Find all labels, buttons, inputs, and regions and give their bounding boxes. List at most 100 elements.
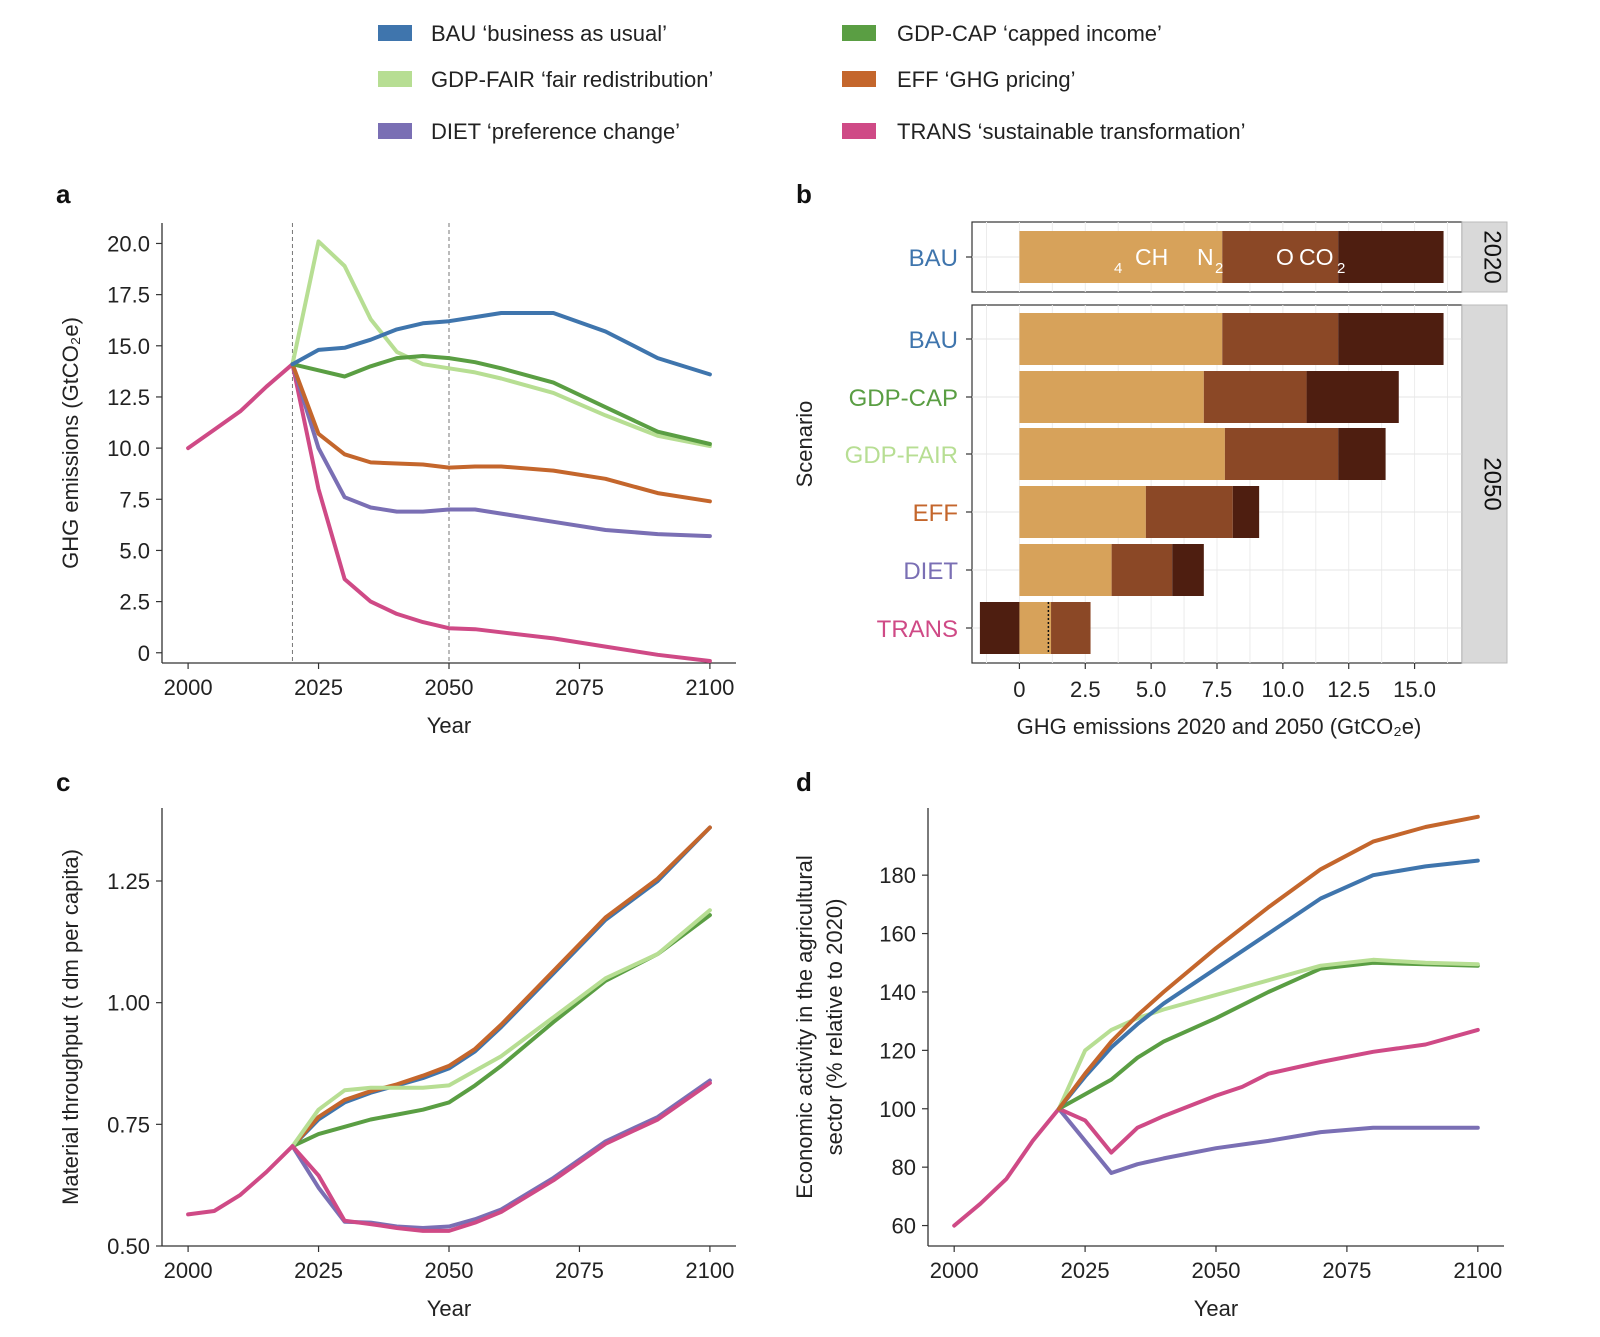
x-tick-label: 2075 (1322, 1258, 1371, 1283)
x-axis-title: Year (1194, 1296, 1238, 1321)
series-line-eff (1056, 814, 1480, 1111)
series-line-diet (290, 1078, 712, 1230)
y-tick-label: 10.0 (107, 436, 150, 461)
x-tick-label: 0 (1013, 677, 1025, 702)
bar-segment-n2o-bau (1222, 313, 1339, 365)
y-tick-label: 0.50 (107, 1234, 150, 1259)
series-line-gdp-fair (290, 908, 712, 1149)
bar-segment-co2-eff (1232, 486, 1260, 538)
x-tick-label: 2000 (164, 675, 213, 700)
panel-letter-c: c (56, 767, 70, 797)
bar-segment-n2o-eff (1145, 486, 1233, 538)
y-tick-label: 7.5 (119, 487, 150, 512)
series-line-bau (1056, 858, 1480, 1111)
series-line-trans (186, 1081, 712, 1233)
y-tick-label: 160 (879, 922, 916, 947)
y-tick-label: 80 (892, 1155, 916, 1180)
series-line-eff (290, 825, 712, 1149)
panel-b-emissions-bar-chart: 2020 BAU 2050 BAU GDP-CAP GDP-FAIR EFF DIET TRAN… (792, 221, 1508, 739)
legend-label-eff: EFF ‘GHG pricing’ (897, 67, 1075, 92)
panel-c-material-throughput-line-chart: 2000 2025 2050 2075 2100 0.50 0.75 1.00 1.25 Year… (58, 808, 736, 1321)
legend-label-gdp-fair: GDP-FAIR ‘fair redistribution’ (431, 67, 713, 92)
x-tick-label: 2025 (294, 675, 343, 700)
bar-segment-co2-gdp-cap (1306, 371, 1399, 423)
bar-segment-ch4-trans (1019, 602, 1052, 654)
x-tick-label: 5.0 (1136, 677, 1167, 702)
y-tick-label: 12.5 (107, 385, 150, 410)
bar-inline-label: N (1197, 244, 1214, 270)
scenario-label-trans: TRANS (877, 616, 958, 643)
bar-segment-n2o-bau (1222, 231, 1339, 283)
bar-segment-n2o-gdp-fair (1224, 428, 1339, 480)
scenario-label-gdp-cap: GDP-CAP (849, 385, 958, 412)
bar-segment-co2-bau (1338, 231, 1444, 283)
bar-segment-n2o-diet (1111, 544, 1173, 596)
y-tick-label: 60 (892, 1214, 916, 1239)
y-tick-label: 180 (879, 863, 916, 888)
x-tick-label: 2050 (425, 1258, 474, 1283)
panel-letter-a: a (56, 179, 71, 209)
scenario-label-gdp-fair: GDP-FAIR (845, 442, 958, 469)
x-tick-label: 10.0 (1261, 677, 1304, 702)
scenario-label-eff: EFF (913, 500, 958, 527)
legend-swatch-bau (378, 25, 412, 41)
legend-swatch-trans (842, 123, 876, 139)
bar-segment-co2-trans (979, 602, 1020, 654)
legend-label-trans: TRANS ‘sustainable transformation’ (897, 119, 1245, 144)
x-tick-label: 2050 (425, 675, 474, 700)
bar-segment-ch4-bau (1019, 231, 1223, 283)
y-tick-label: 1.25 (107, 869, 150, 894)
legend-label-diet: DIET ‘preference change’ (431, 119, 680, 144)
panel-letter-d: d (796, 767, 812, 797)
bar-inline-label: O (1276, 244, 1294, 270)
facet-strip-2050 (1461, 304, 1508, 664)
y-tick-label: 20.0 (107, 231, 150, 256)
bar-inline-label: CO (1299, 244, 1334, 270)
y-tick-label: 120 (879, 1038, 916, 1063)
panel-letter-b: b (796, 179, 812, 209)
series-line-trans (952, 1027, 1480, 1228)
bar-segment-ch4-diet (1019, 544, 1112, 596)
legend-label-bau: BAU ‘business as usual’ (431, 21, 667, 46)
x-tick-label: 2100 (1453, 1258, 1502, 1283)
bar-segment-ch4-bau (1019, 313, 1223, 365)
y-tick-label: 15.0 (107, 334, 150, 359)
y-tick-label: 1.00 (107, 991, 150, 1016)
series-line-gdp-cap (290, 354, 712, 446)
bar-segment-co2-bau (1338, 313, 1444, 365)
x-tick-label: 2025 (1061, 1258, 1110, 1283)
y-tick-label: 17.5 (107, 283, 150, 308)
scenario-label-bau: BAU (909, 327, 958, 354)
legend-swatch-gdp-fair (378, 71, 412, 87)
series-line-eff (290, 362, 712, 504)
y-tick-label: 140 (879, 980, 916, 1005)
x-tick-label: 12.5 (1327, 677, 1370, 702)
legend-swatch-eff (842, 71, 876, 87)
bar-inline-label: 2 (1215, 260, 1223, 277)
y-axis-title: GHG emissions (GtCO₂e) (58, 317, 83, 569)
x-tick-label: 2.5 (1070, 677, 1101, 702)
y-tick-label: 0 (138, 641, 150, 666)
series-line-gdp-fair (1056, 957, 1480, 1111)
x-tick-label: 2075 (555, 1258, 604, 1283)
bar-segment-ch4-eff (1019, 486, 1146, 538)
x-tick-label: 15.0 (1393, 677, 1436, 702)
x-tick-label: 7.5 (1202, 677, 1233, 702)
series-line-gdp-cap (290, 913, 712, 1149)
panel-a-emissions-line-chart: 2000 2025 2050 2075 2100 0 2.5 5.0 7.5 10.0 12.5 15… (58, 223, 736, 738)
x-axis-title: Year (427, 1296, 471, 1321)
series-line-diet (290, 362, 712, 539)
x-tick-label: 2025 (294, 1258, 343, 1283)
bar-inline-label: CH (1135, 244, 1168, 270)
bar-segment-n2o-gdp-cap (1203, 371, 1307, 423)
panel-d-economic-activity-line-chart: 2000 2025 2050 2075 2100 60 80 100 120 140 160 180 Y… (792, 808, 1504, 1321)
x-tick-label: 2075 (555, 675, 604, 700)
x-tick-label: 2000 (930, 1258, 979, 1283)
series-line-gdp-fair (290, 239, 712, 449)
series-line-diet (1056, 1106, 1480, 1175)
y-tick-label: 2.5 (119, 590, 150, 615)
series-line-trans (186, 362, 712, 663)
y-axis-title-line: sector (% relative to 2020) (822, 899, 847, 1156)
x-tick-label: 2050 (1192, 1258, 1241, 1283)
scenario-label-bau: BAU (909, 245, 958, 272)
